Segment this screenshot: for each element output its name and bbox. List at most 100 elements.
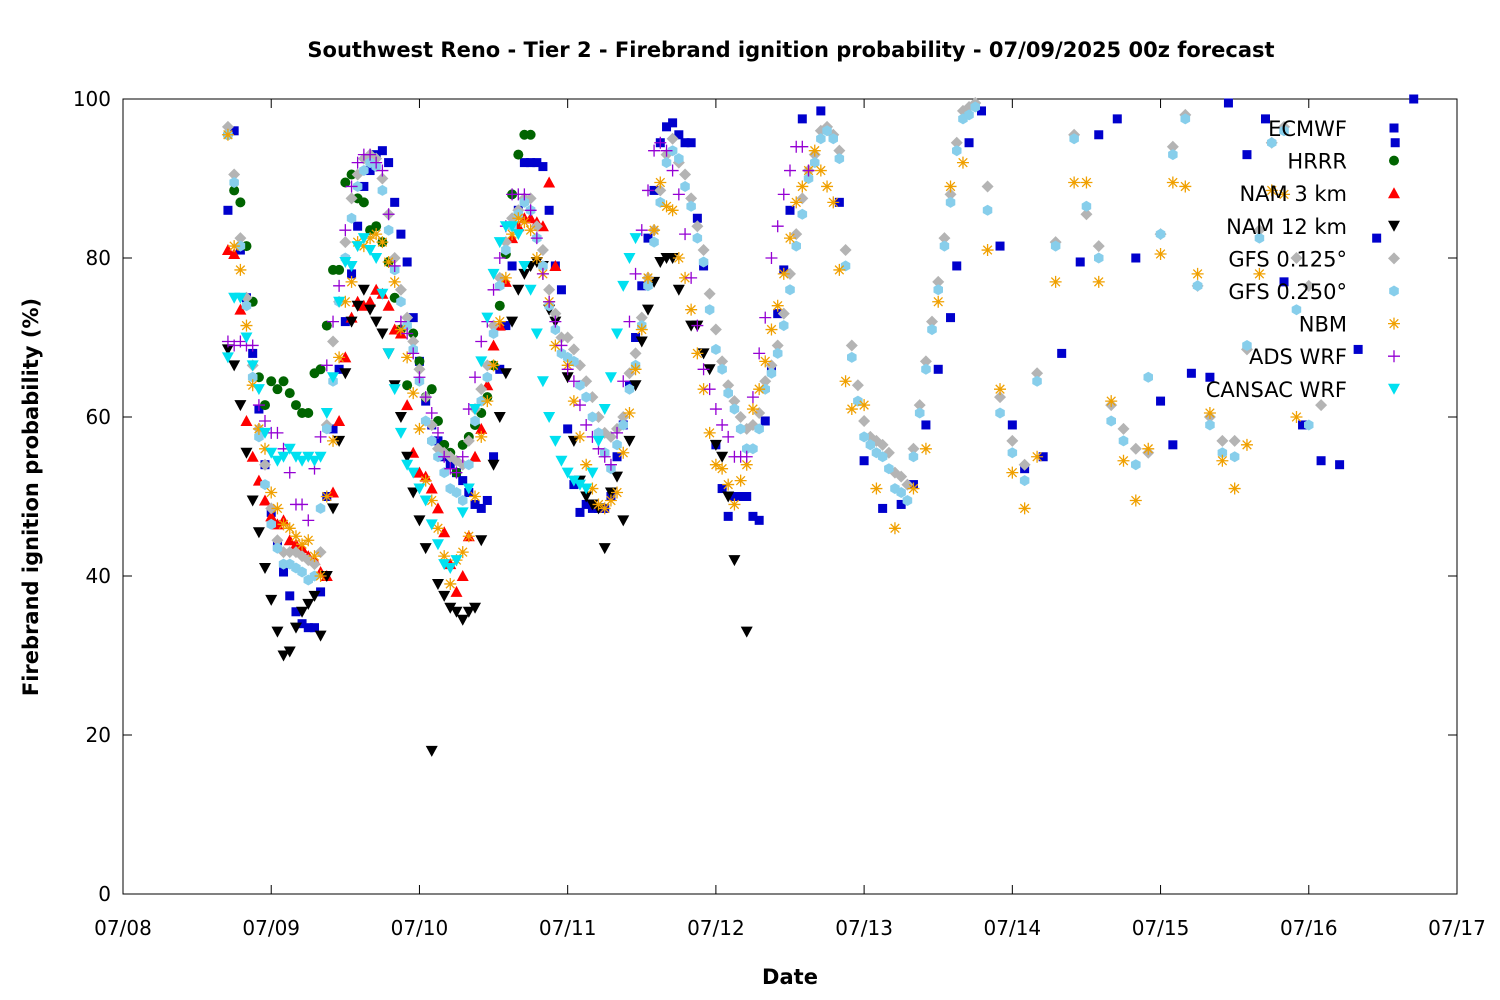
point-ads-wrf [771,220,784,233]
point-gfs-0-250 [877,451,888,463]
point-nam-3-km [524,212,537,224]
point-gfs-0-125 [709,323,722,336]
point-ads-wrf [252,399,265,412]
point-gfs-0-250 [772,347,783,359]
point-gfs-0-250 [1143,371,1153,383]
point-nam-3-km [475,422,488,434]
point-nam-3-km [438,526,451,538]
point-nam-12-km [357,284,370,296]
point-nbm [252,422,265,435]
point-nam-12-km [518,268,531,280]
point-gfs-0-250 [816,133,826,145]
point-gfs-0-250 [470,415,480,427]
point-nam-12-km [401,451,414,463]
point-ecmwf [729,492,739,501]
point-gfs-0-250 [1242,340,1252,351]
point-gfs-0-125 [994,391,1007,404]
point-nbm [462,530,475,543]
point-nam-3-km [221,244,234,256]
point-nam-12-km [302,598,315,610]
point-hrrr [426,384,437,395]
point-nbm [592,498,605,511]
point-nbm [740,458,753,471]
point-ads-wrf [333,279,346,292]
point-hrrr [402,380,413,391]
point-nbm [1240,438,1253,451]
point-nam-12-km [728,555,741,567]
point-cansac-wrf [394,427,407,439]
point-nam-3-km [425,482,438,494]
point-nbm [573,430,586,443]
point-gfs-0-250 [921,363,931,375]
point-ecmwf [637,281,647,291]
point-nbm [746,403,759,416]
point-gfs-0-250 [686,200,696,212]
point-gfs-0-125 [604,430,617,443]
point-gfs-0-125 [475,383,488,396]
chart-title: Southwest Reno - Tier 2 - Firebrand igni… [307,38,1274,62]
point-gfs-0-125 [753,407,766,420]
point-nbm [431,522,444,535]
point-cansac-wrf [543,412,556,423]
point-gfs-0-250 [1007,447,1018,459]
point-nam-12-km [672,284,685,296]
point-nbm [654,176,667,189]
point-ecmwf [649,185,659,195]
point-gfs-0-125 [561,331,574,344]
point-hrrr [284,388,295,399]
point-nbm [586,482,599,495]
point-nam-12-km [438,590,451,602]
point-nbm [691,347,704,360]
point-nam-12-km [419,543,432,555]
point-gfs-0-250 [1217,447,1228,459]
point-nbm [481,395,494,408]
point-gfs-0-125 [462,434,475,447]
point-nam-12-km [462,606,475,618]
point-nam-3-km [413,466,426,478]
point-ads-wrf [394,315,407,328]
point-nam-3-km [388,323,401,335]
point-nbm [1031,450,1044,463]
point-nam-12-km [512,284,525,296]
point-cansac-wrf [221,352,234,364]
point-ads-wrf [407,347,420,360]
legend-item-hrrr: HRRR [1287,150,1399,174]
series-ads-wrf [221,136,815,527]
point-gfs-0-250 [982,204,993,216]
point-cansac-wrf [549,435,562,447]
point-nbm [697,383,710,396]
point-nbm [771,299,784,312]
point-nbm [320,490,333,503]
point-ecmwf [1205,372,1215,382]
point-ecmwf [347,269,357,279]
point-ecmwf [1094,130,1104,140]
point-ads-wrf [450,466,463,479]
point-ecmwf [489,452,499,462]
point-nbm [314,570,327,582]
point-nbm [364,232,377,245]
legend-label: NAM 12 km [1226,215,1347,239]
point-ecmwf [692,213,702,223]
point-ads-wrf [580,418,593,431]
point-gfs-0-250 [451,487,462,498]
legend-marker-nbm [1388,317,1400,330]
point-ads-wrf [685,271,698,284]
point-gfs-0-125 [950,136,963,149]
point-gfs-0-125 [901,478,914,491]
point-nam-12-km [456,614,469,626]
point-ecmwf [896,499,906,509]
point-nbm [1191,267,1204,280]
point-nbm [648,224,661,237]
point-nbm [506,228,519,241]
point-nam-12-km [283,646,296,658]
point-cansac-wrf [586,467,599,479]
point-gfs-0-250 [352,181,363,192]
point-cansac-wrf [314,451,327,463]
point-gfs-0-250 [853,395,863,407]
point-nam-12-km [611,471,624,483]
point-nbm [765,323,778,336]
point-nbm [1092,275,1105,288]
point-gfs-0-250 [538,260,548,272]
series-cansac-wrf [221,221,642,575]
point-gfs-0-125 [1166,140,1179,153]
